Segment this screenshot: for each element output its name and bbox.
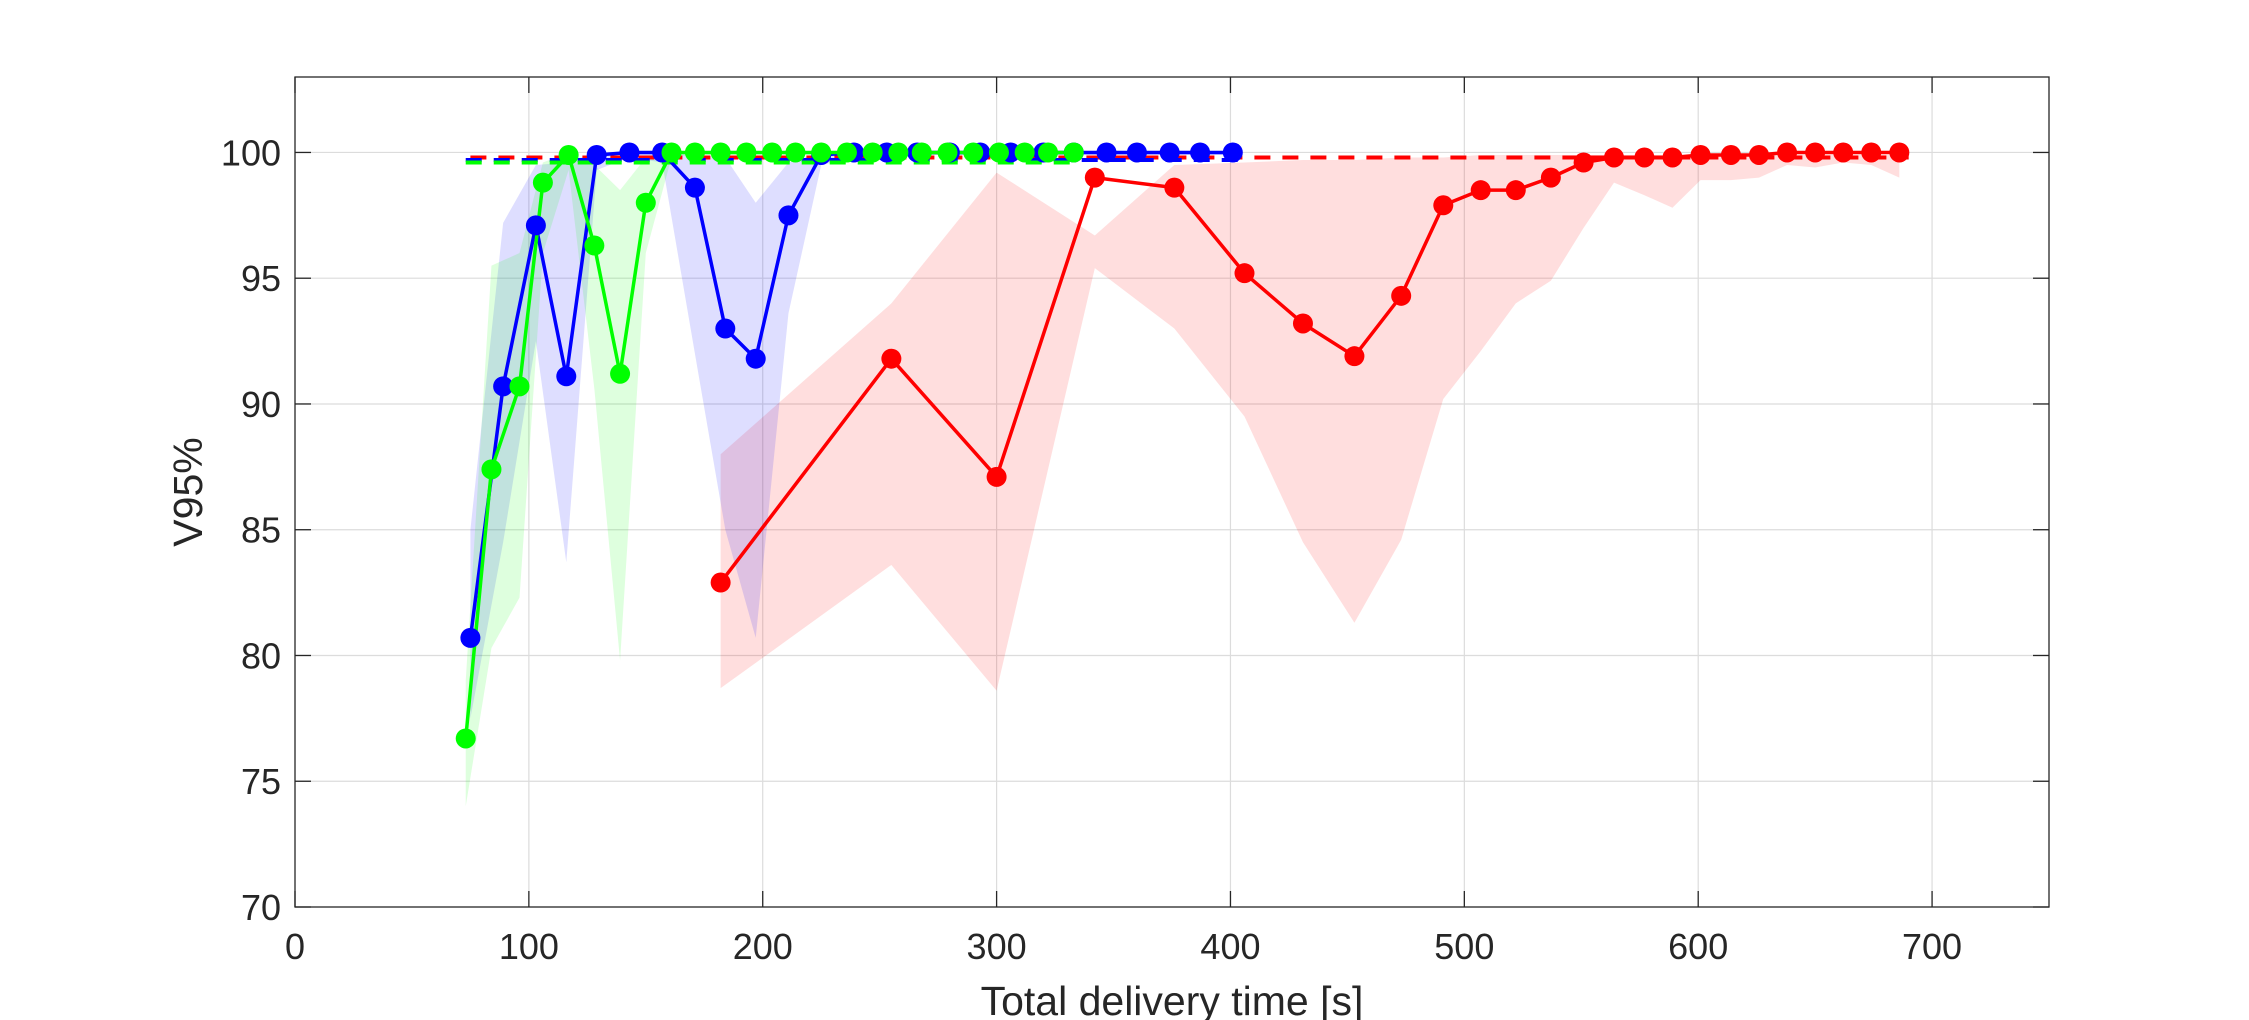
series-2-point — [1063, 142, 1084, 163]
x-tick-label: 700 — [1902, 926, 1962, 967]
series-0-point — [1344, 346, 1365, 367]
y-tick-label: 85 — [241, 510, 281, 551]
series-2-point — [1014, 142, 1035, 163]
x-axis-label: Total delivery time [s] — [981, 978, 1364, 1020]
series-2-point — [684, 142, 705, 163]
series-1-point — [1126, 142, 1147, 163]
series-2-point — [558, 144, 579, 165]
series-2-point — [661, 142, 682, 163]
series-0-point — [1540, 167, 1561, 188]
series-1-point — [460, 627, 481, 648]
y-axis-label: V95% — [165, 437, 211, 546]
x-tick-label: 300 — [967, 926, 1027, 967]
series-0-point — [986, 466, 1007, 487]
series-0-point — [710, 572, 731, 593]
series-0-point — [1604, 147, 1625, 168]
series-0-point — [1634, 147, 1655, 168]
ticks: 0 100 200 300 400 500 600 700 70 75 80 85 90 95 100 — [221, 77, 2049, 967]
series-2-point — [635, 192, 656, 213]
series-0-point — [1391, 285, 1412, 306]
series-0-point — [1777, 142, 1798, 163]
series-1-point — [556, 366, 577, 387]
series-2-point — [509, 376, 530, 397]
series-0-point — [1433, 195, 1454, 216]
series-2-point — [988, 142, 1009, 163]
series-1-point — [778, 205, 799, 226]
x-tick-label: 400 — [1200, 926, 1260, 967]
series-0-point — [1833, 142, 1854, 163]
series-2-point — [455, 728, 476, 749]
series-0-point — [881, 348, 902, 369]
y-tick-label: 70 — [241, 887, 281, 928]
series-2-point — [532, 172, 553, 193]
plot-frame — [294, 76, 2050, 908]
y-tick-label: 90 — [241, 384, 281, 425]
series-2-point — [963, 142, 984, 163]
series-2-point — [762, 142, 783, 163]
series-1-point — [586, 144, 607, 165]
y-tick-label: 80 — [241, 635, 281, 676]
series-1-point — [715, 318, 736, 339]
series-1-point — [1096, 142, 1117, 163]
series-0-point — [1662, 147, 1683, 168]
series-2-point — [785, 142, 806, 163]
series-1-band — [470, 152, 1233, 719]
series-2-point — [584, 235, 605, 256]
series-0-point — [1889, 142, 1910, 163]
series-2-point — [836, 142, 857, 163]
series-0-point — [1505, 180, 1526, 201]
series-0-point — [1861, 142, 1882, 163]
series-0-point — [1470, 180, 1491, 201]
series-2-point — [710, 142, 731, 163]
confidence-bands — [465, 152, 1900, 807]
series-2-band — [465, 152, 1074, 807]
series-0-point — [1164, 177, 1185, 198]
series-2-point — [888, 142, 909, 163]
x-tick-label: 200 — [733, 926, 793, 967]
series-1-point — [493, 376, 514, 397]
series-2-point — [862, 142, 883, 163]
series-1-point — [1190, 142, 1211, 163]
series-2-point — [937, 142, 958, 163]
series-1-point — [525, 215, 546, 236]
series-0-point — [1573, 152, 1594, 173]
y-tick-label: 100 — [221, 132, 281, 173]
series-0-point — [1720, 144, 1741, 165]
series-2-point — [736, 142, 757, 163]
series-0-point — [1805, 142, 1826, 163]
series-1-point — [619, 142, 640, 163]
series-1-point — [745, 348, 766, 369]
series-2-point — [911, 142, 932, 163]
series-0-point — [1749, 144, 1770, 165]
y-tick-label: 95 — [241, 258, 281, 299]
series-1-point — [1222, 142, 1243, 163]
series-0-point — [1292, 313, 1313, 334]
series-0-point — [1690, 144, 1711, 165]
series-2-point — [610, 363, 631, 384]
x-tick-label: 500 — [1434, 926, 1494, 967]
series-0-band — [720, 154, 1900, 691]
series-2-point — [811, 142, 832, 163]
x-tick-label: 600 — [1668, 926, 1728, 967]
series-1-point — [1159, 142, 1180, 163]
x-tick-label: 100 — [499, 926, 559, 967]
series-2-point — [1038, 142, 1059, 163]
series-0-point — [1234, 263, 1255, 284]
series-0-point — [1084, 167, 1105, 188]
series-2-point — [481, 459, 502, 480]
y-tick-label: 75 — [241, 761, 281, 802]
series-1-point — [684, 177, 705, 198]
series-points — [455, 142, 1910, 749]
x-tick-label: 0 — [285, 926, 305, 967]
